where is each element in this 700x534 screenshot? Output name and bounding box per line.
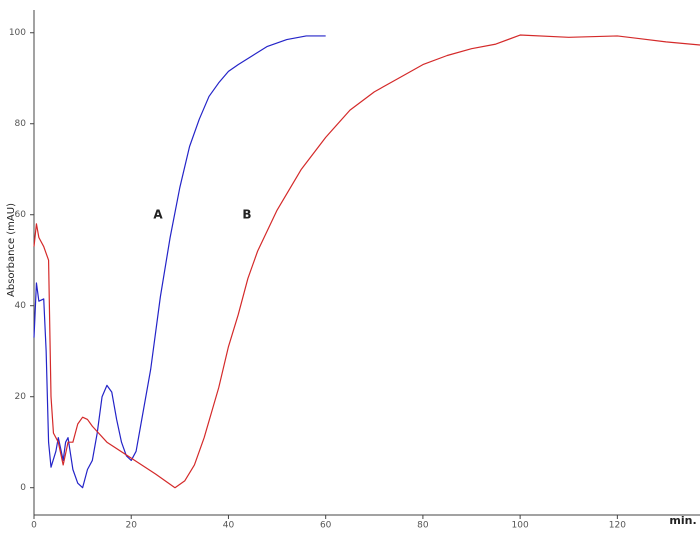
series-label: A: [153, 208, 163, 222]
y-tick-label: 60: [15, 210, 27, 220]
y-tick-label: 20: [15, 392, 27, 402]
x-tick-label: 0: [31, 521, 37, 531]
data-line: [33, 35, 326, 489]
series-label: B: [242, 208, 251, 222]
y-tick-label: 0: [20, 483, 26, 493]
y-tick-label: 80: [15, 119, 27, 129]
y-axis-label: Absorbance (mAU): [6, 203, 17, 297]
x-tick-label: 40: [223, 521, 235, 531]
x-axis-label: min.: [669, 514, 696, 527]
x-tick-label: 120: [609, 521, 626, 531]
x-tick-label: 80: [417, 521, 429, 531]
x-tick-label: 100: [512, 521, 529, 531]
x-tick-label: 60: [320, 521, 332, 531]
y-tick-label: 100: [9, 28, 26, 38]
data-line: [33, 34, 700, 489]
y-tick-label: 40: [15, 301, 27, 311]
x-tick-label: 20: [125, 521, 137, 531]
